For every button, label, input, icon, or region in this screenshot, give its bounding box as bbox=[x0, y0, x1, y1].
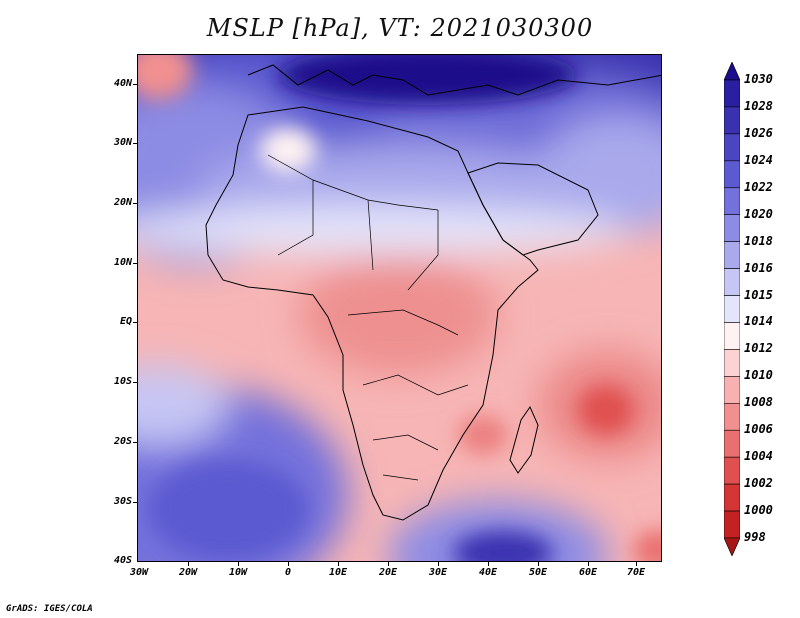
lat-tick bbox=[133, 502, 137, 503]
lat-label-40n: 40N bbox=[113, 78, 132, 89]
lat-label-30s: 30S bbox=[113, 496, 132, 507]
colorbar-label: 1012 bbox=[744, 341, 773, 356]
map-title: MSLP [hPa], VT: 2021030300 bbox=[206, 14, 594, 42]
colorbar-swatch bbox=[724, 106, 740, 135]
lat-tick bbox=[133, 263, 137, 264]
colorbar-label: 1026 bbox=[744, 125, 773, 140]
lon-tick bbox=[438, 562, 439, 566]
lat-tick bbox=[133, 442, 137, 443]
lon-tick bbox=[488, 562, 489, 566]
lon-label-70e: 70E bbox=[626, 567, 646, 578]
lon-tick bbox=[388, 562, 389, 566]
lon-label-20e: 20E bbox=[378, 567, 398, 578]
pressure-field bbox=[138, 55, 661, 561]
lon-tick bbox=[288, 562, 289, 566]
colorbar-label: 1018 bbox=[744, 233, 773, 248]
lon-label-40e: 40E bbox=[478, 567, 498, 578]
footer-credit: GrADS: IGES/COLA bbox=[6, 604, 93, 614]
colorbar-swatch bbox=[724, 322, 740, 350]
lon-tick bbox=[338, 562, 339, 566]
colorbar-swatch bbox=[724, 214, 740, 242]
colorbar-label: 1004 bbox=[744, 449, 773, 464]
pressure-map-canvas bbox=[138, 55, 661, 561]
colorbar-label: 998 bbox=[744, 530, 766, 544]
colorbar bbox=[724, 62, 740, 556]
lat-label-20s: 20S bbox=[113, 436, 132, 447]
colorbar-label: 1002 bbox=[744, 476, 773, 491]
lat-label-10n: 10N bbox=[113, 257, 132, 268]
colorbar-label: 1015 bbox=[744, 287, 773, 302]
lon-tick bbox=[238, 562, 239, 566]
colorbar-swatch bbox=[724, 268, 740, 296]
lat-label-20n: 20N bbox=[113, 197, 132, 208]
europe-coastline bbox=[247, 64, 661, 96]
colorbar-label: 1028 bbox=[744, 98, 773, 113]
lat-label-eq: EQ bbox=[119, 316, 132, 327]
lon-tick bbox=[538, 562, 539, 566]
pressure-map bbox=[137, 54, 662, 562]
lon-label-50e: 50E bbox=[528, 567, 548, 578]
lat-label-40s: 40S bbox=[113, 555, 132, 566]
colorbar-swatch bbox=[724, 187, 740, 216]
colorbar-swatch bbox=[724, 376, 740, 404]
colorbar-swatch bbox=[724, 79, 740, 108]
colorbar-label: 1008 bbox=[744, 395, 773, 410]
arabian-peninsula-outline bbox=[467, 162, 599, 256]
colorbar-swatch bbox=[724, 349, 740, 377]
colorbar-label: 1016 bbox=[744, 260, 773, 275]
lon-label-10e: 10E bbox=[328, 567, 348, 578]
colorbar-swatch bbox=[724, 241, 740, 269]
colorbar-top-arrow bbox=[724, 62, 740, 81]
lat-tick bbox=[133, 84, 137, 85]
lon-label-30w: 30W bbox=[129, 567, 149, 578]
colorbar-swatch bbox=[724, 295, 740, 323]
lon-label-60e: 60E bbox=[578, 567, 598, 578]
lon-label-20w: 20W bbox=[178, 567, 198, 578]
lon-tick bbox=[588, 562, 589, 566]
lat-tick bbox=[133, 322, 137, 323]
colorbar-label: 1000 bbox=[744, 503, 773, 518]
colorbar-label: 1006 bbox=[744, 422, 773, 437]
lon-label-0: 0 bbox=[284, 567, 292, 578]
lat-tick bbox=[133, 143, 137, 144]
lat-tick bbox=[133, 203, 137, 204]
colorbar-label: 1022 bbox=[744, 179, 773, 194]
lon-label-10w: 10W bbox=[228, 567, 248, 578]
lon-label-30e: 30E bbox=[428, 567, 448, 578]
colorbar-swatch bbox=[724, 456, 740, 485]
lon-tick bbox=[636, 562, 637, 566]
colorbar-label: 1010 bbox=[744, 368, 773, 383]
colorbar-swatch bbox=[724, 402, 740, 431]
colorbar-label: 1020 bbox=[744, 206, 773, 221]
colorbar-label: 1024 bbox=[744, 152, 773, 167]
country-borders bbox=[267, 154, 469, 481]
colorbar-swatch bbox=[724, 160, 740, 189]
colorbar-label: 1030 bbox=[744, 72, 773, 86]
colorbar-label: 1014 bbox=[744, 314, 773, 329]
lat-label-10s: 10S bbox=[113, 376, 132, 387]
colorbar-bottom-arrow bbox=[724, 537, 740, 556]
madagascar-outline bbox=[509, 405, 539, 474]
lat-tick bbox=[133, 382, 137, 383]
lat-label-30n: 30N bbox=[113, 137, 132, 148]
colorbar-swatch bbox=[724, 510, 740, 539]
colorbar-swatch bbox=[724, 429, 740, 458]
colorbar-swatch bbox=[724, 133, 740, 162]
lon-tick bbox=[188, 562, 189, 566]
colorbar-swatch bbox=[724, 483, 740, 512]
